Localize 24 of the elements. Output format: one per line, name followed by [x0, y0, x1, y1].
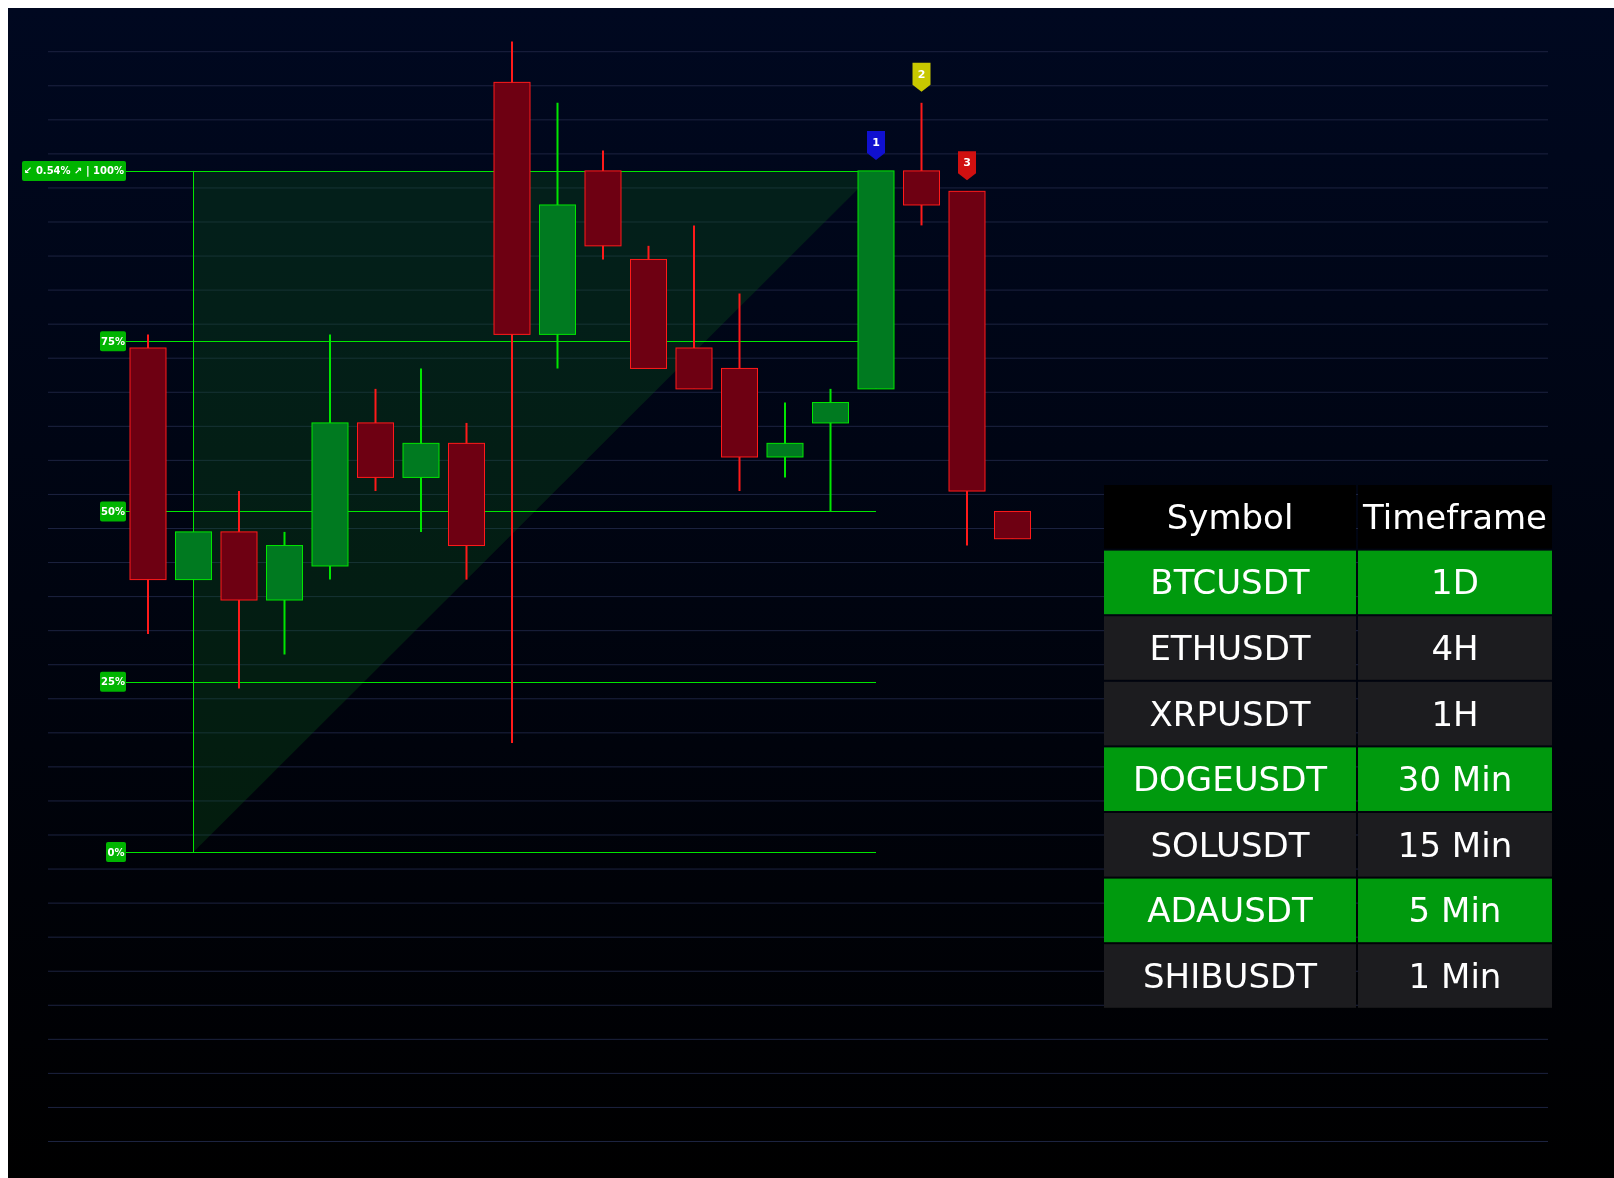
- text: BTCUSDT: [1150, 562, 1310, 603]
- y-tick-label: 50%: [101, 505, 125, 517]
- text: SHIBUSDT: [1143, 956, 1318, 996]
- annotation: 1: [872, 135, 880, 149]
- text: XRPUSDT: [1149, 693, 1311, 734]
- text: 15 Min: [1397, 824, 1513, 865]
- text: Symbol: [1166, 496, 1294, 537]
- text: ADAUSDT: [1147, 890, 1313, 931]
- annotation: 3: [963, 156, 971, 170]
- text: 1D: [1431, 562, 1479, 603]
- text: 30 Min: [1397, 759, 1513, 800]
- y-tick-label: 75%: [101, 335, 125, 347]
- text: 5 Min: [1408, 890, 1502, 931]
- text: 1H: [1431, 693, 1479, 734]
- text: 4H: [1431, 628, 1479, 668]
- text: ETHUSDT: [1149, 628, 1311, 668]
- text: SOLUSDT: [1150, 824, 1310, 865]
- annotation: 2: [917, 67, 926, 81]
- y-tick-label: 25%: [101, 676, 125, 688]
- y-tick-label: 0%: [107, 846, 125, 858]
- y-tick-label: ↙ 0.54% ↗ | 100%: [24, 165, 124, 178]
- text: DOGEUSDT: [1132, 759, 1328, 800]
- text: Timeframe: [1361, 496, 1548, 537]
- text: 1 Min: [1408, 956, 1502, 996]
